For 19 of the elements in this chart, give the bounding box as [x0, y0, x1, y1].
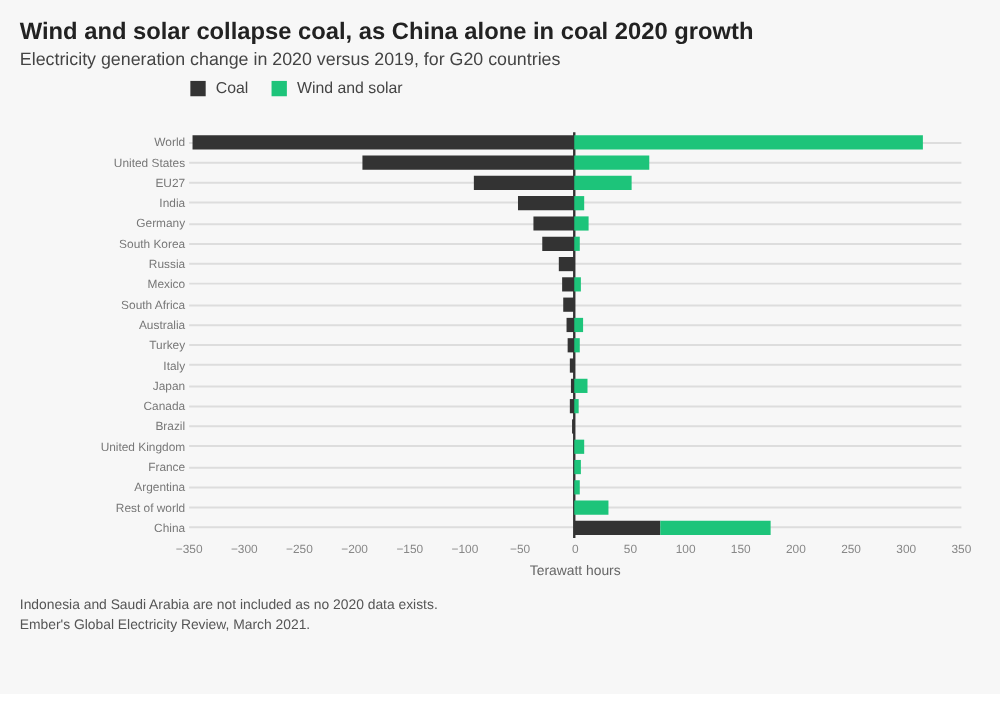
bar — [574, 439, 585, 454]
bar — [574, 175, 632, 190]
bar — [574, 135, 923, 150]
bar — [574, 378, 588, 393]
legend-label: Wind and solar — [297, 78, 404, 97]
legend-label: Coal — [215, 78, 249, 97]
chart-subtitle: Electricity generation change in 2020 versus 2019, for G20 countries — [19, 48, 562, 69]
bar — [574, 338, 580, 353]
bar — [574, 480, 580, 495]
bar — [574, 155, 650, 170]
bar — [574, 500, 609, 515]
bar — [660, 520, 771, 536]
bar — [574, 236, 580, 251]
bar — [574, 459, 581, 475]
bar — [574, 317, 584, 333]
bar — [574, 196, 585, 211]
chart-title: Wind and solar collapse coal, as China alone in coal 2020 growth — [19, 17, 754, 46]
bar — [574, 216, 589, 231]
bar — [574, 277, 581, 292]
